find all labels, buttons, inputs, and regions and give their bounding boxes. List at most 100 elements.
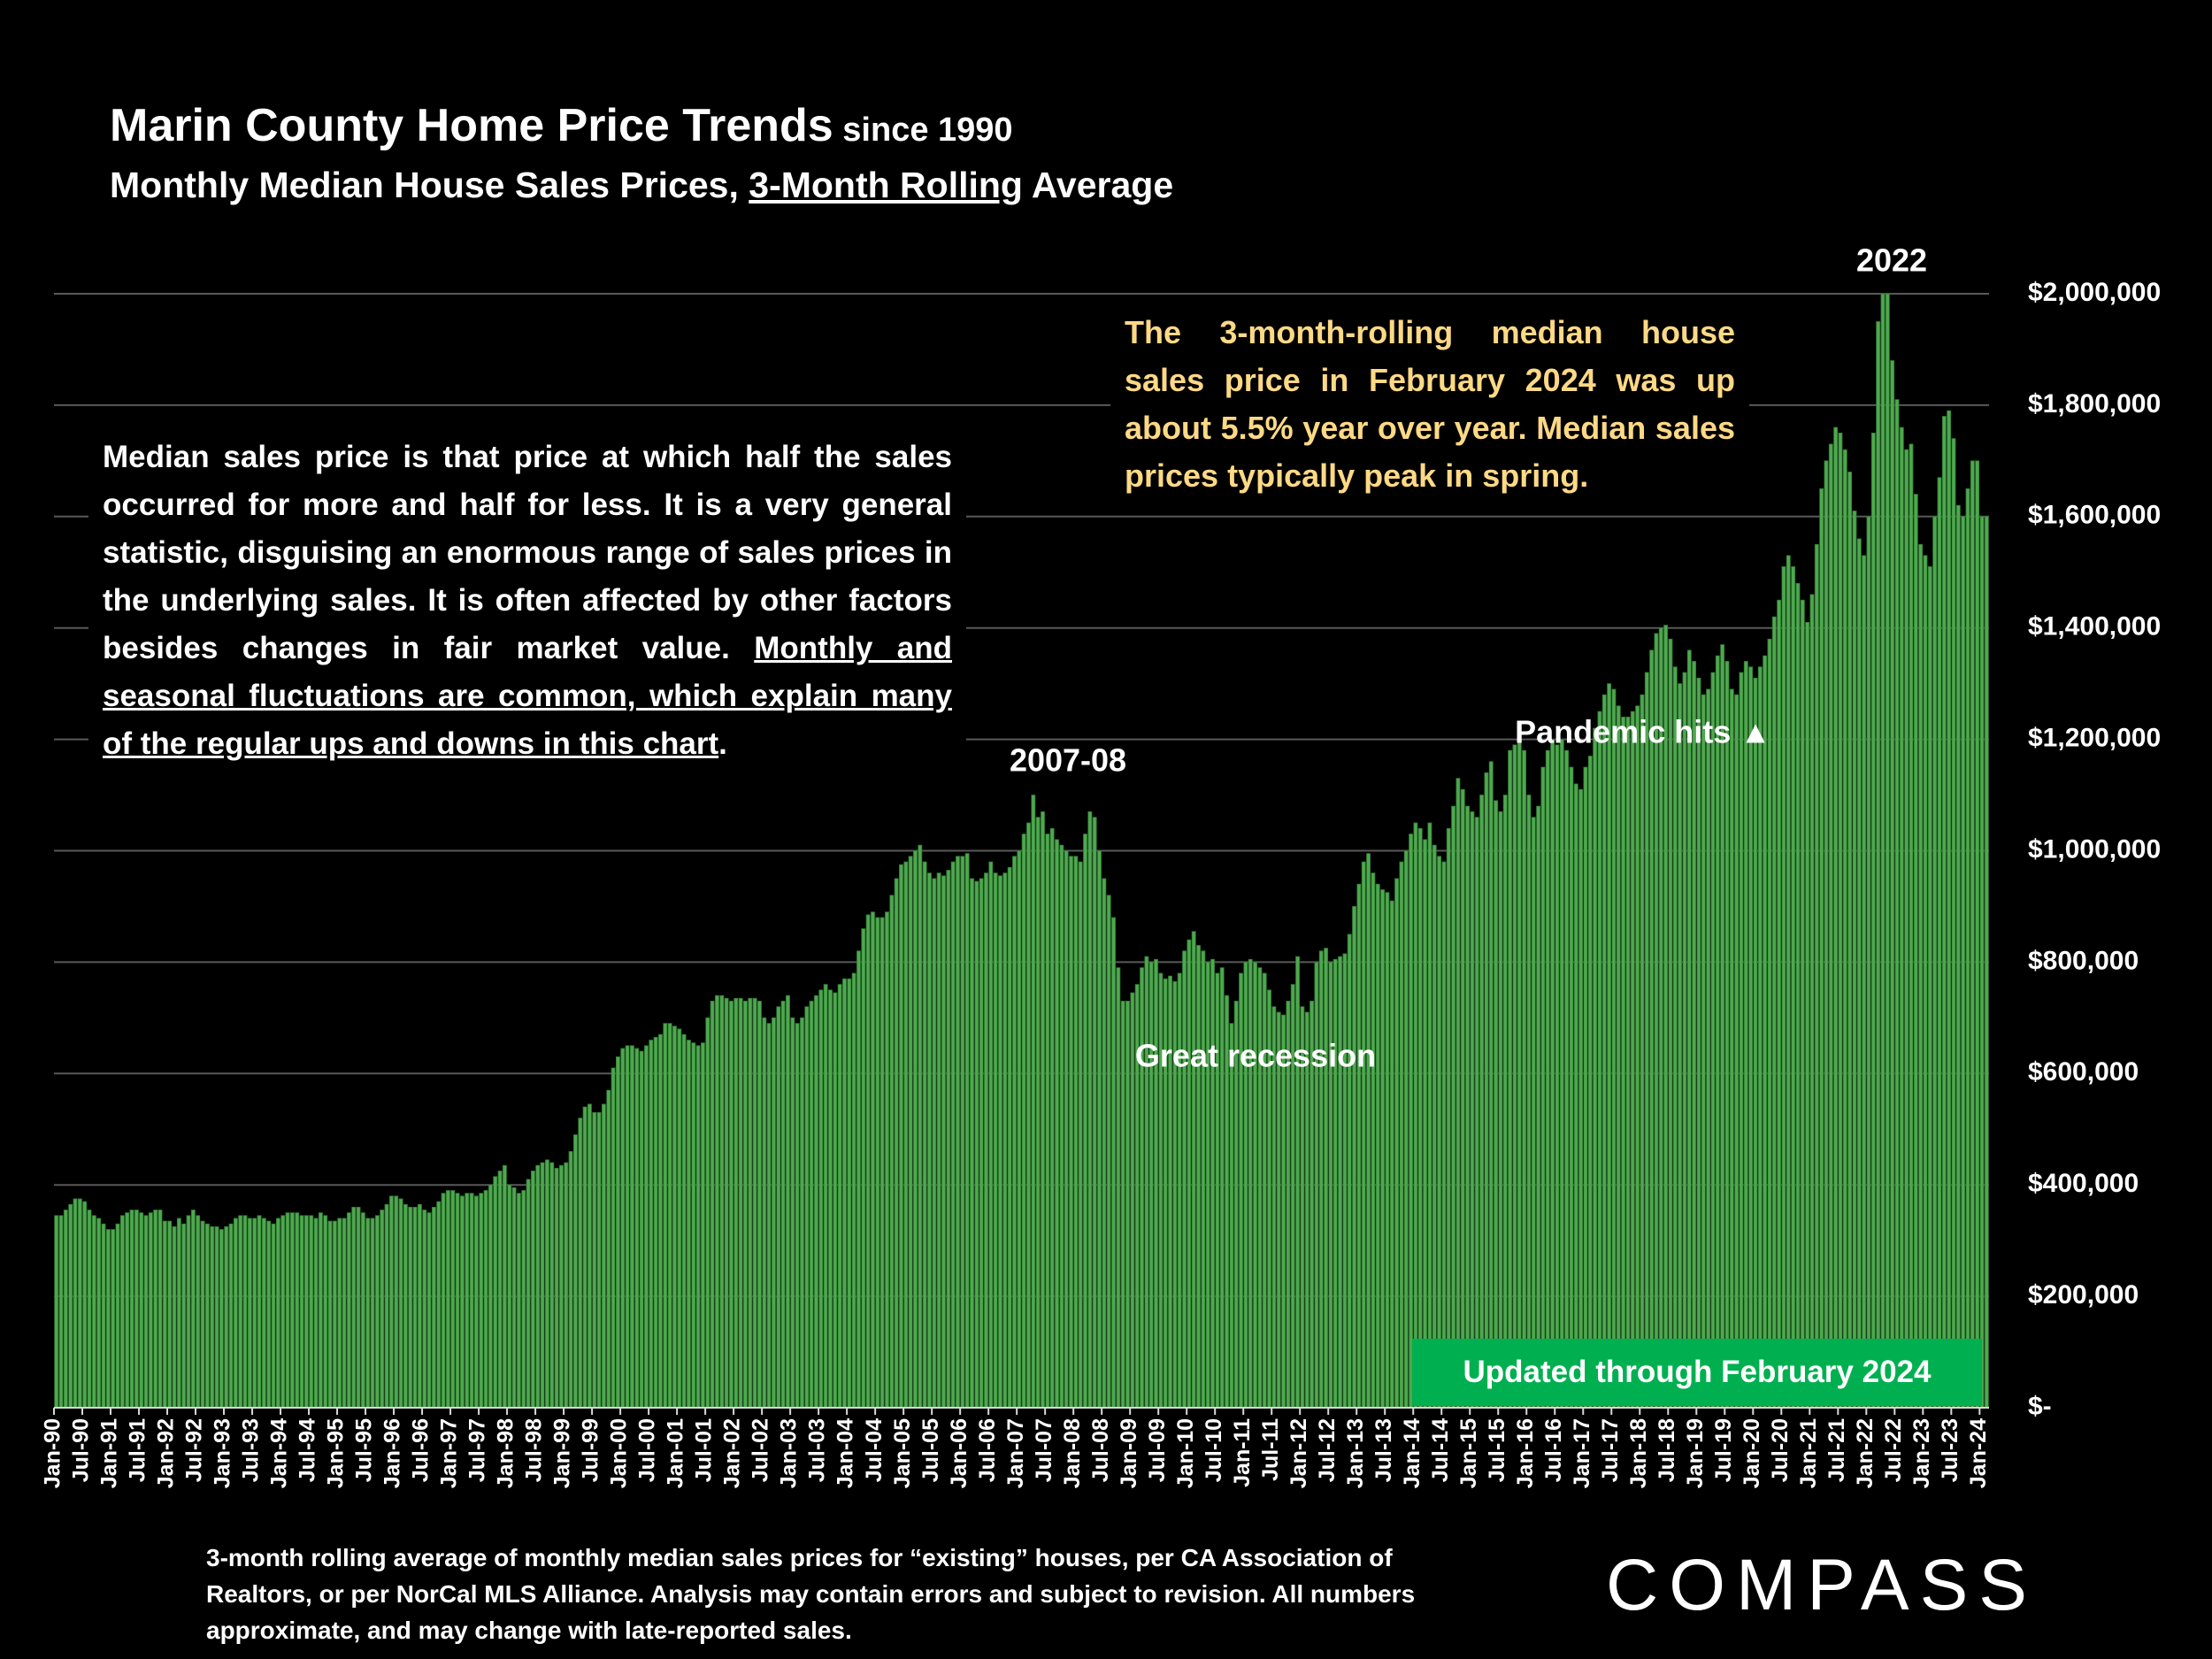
bar [398, 1198, 403, 1409]
x-tick-label: Jan-14 [1400, 1418, 1425, 1488]
bar [1248, 958, 1253, 1409]
bar [101, 1223, 106, 1409]
bar [1092, 817, 1097, 1409]
bar [1819, 488, 1824, 1409]
bar [426, 1212, 432, 1409]
x-tick-label: Jul-99 [579, 1418, 603, 1482]
x-tick-label: Jan-05 [890, 1418, 915, 1488]
bar [795, 1023, 800, 1409]
bar [196, 1215, 201, 1409]
x-tick-label: Jan-00 [607, 1418, 632, 1488]
x-tick-label: Jan-21 [1796, 1418, 1821, 1488]
bar [1394, 878, 1399, 1409]
bar [1031, 795, 1036, 1409]
bar [295, 1212, 300, 1409]
x-tick-label: Jan-03 [777, 1418, 802, 1488]
bar [701, 1042, 705, 1409]
x-tick-label: Jul-14 [1428, 1418, 1453, 1482]
x-tick-label: Jul-16 [1541, 1418, 1566, 1482]
x-tick-label: Jan-19 [1683, 1418, 1708, 1488]
bar [1555, 744, 1560, 1409]
bar [412, 1206, 418, 1409]
bar [687, 1040, 691, 1409]
bar [1205, 962, 1210, 1409]
bar [1219, 967, 1225, 1409]
bar [1828, 443, 1833, 1409]
bar [932, 878, 937, 1409]
bar [1455, 778, 1461, 1409]
bar [572, 1134, 578, 1409]
bar [1389, 900, 1394, 1409]
bar [998, 875, 1002, 1409]
brand-logo: COMPASS [1606, 1545, 2038, 1625]
bar [766, 1023, 772, 1409]
bar [224, 1226, 229, 1409]
bar [346, 1212, 351, 1409]
x-tick-label: Jul-96 [409, 1418, 434, 1482]
x-tick-label: Jan-08 [1060, 1418, 1085, 1488]
y-tick-label: $1,200,000 [2028, 724, 2161, 753]
bar [1947, 410, 1952, 1409]
bar [733, 997, 739, 1409]
bar [115, 1223, 120, 1409]
bar [568, 1151, 573, 1409]
bar [1229, 1023, 1234, 1409]
bar [228, 1223, 234, 1409]
bar [1140, 967, 1144, 1409]
bar [1045, 833, 1050, 1409]
bar [1824, 460, 1829, 1409]
bar [1686, 649, 1692, 1409]
note-text: Median sales price is that price at whic… [103, 440, 952, 665]
bar [479, 1193, 484, 1409]
bar [710, 1001, 715, 1409]
bar [370, 1217, 375, 1409]
bar [1531, 817, 1536, 1409]
bar [1333, 958, 1338, 1409]
bar [473, 1195, 479, 1409]
bar [111, 1229, 116, 1409]
x-tick-label: Jul-12 [1315, 1418, 1340, 1482]
annotation: 2007-08 [1010, 742, 1126, 779]
bar [1409, 833, 1413, 1409]
bar [502, 1164, 507, 1409]
bar [394, 1195, 399, 1409]
bar [1753, 677, 1758, 1409]
bar [936, 872, 941, 1409]
bar [1852, 511, 1857, 1409]
bar [1578, 788, 1584, 1409]
bar [1144, 956, 1149, 1409]
bar [54, 1215, 59, 1409]
x-tick-label: Jul-90 [69, 1418, 94, 1482]
bar [1083, 833, 1087, 1409]
bar [1399, 861, 1404, 1409]
bar [1890, 360, 1895, 1409]
bar [360, 1212, 365, 1409]
bar [554, 1167, 559, 1409]
bar [1191, 931, 1196, 1409]
bar [865, 914, 871, 1409]
bar [894, 878, 899, 1409]
bar [356, 1206, 361, 1409]
bar [1734, 694, 1740, 1409]
x-tick-label: Jul-09 [1145, 1418, 1170, 1482]
x-tick-label: Jan-92 [154, 1418, 179, 1488]
x-tick-label: Jul-20 [1768, 1418, 1793, 1482]
x-tick-label: Jul-91 [126, 1418, 150, 1482]
bar [667, 1023, 672, 1409]
bar [611, 1067, 616, 1409]
bar [238, 1215, 243, 1409]
bar [1102, 878, 1107, 1409]
bar [1682, 672, 1687, 1409]
bar [922, 861, 927, 1409]
bar [68, 1203, 73, 1409]
bar [1720, 644, 1725, 1409]
bar [332, 1220, 337, 1409]
bar [719, 995, 725, 1409]
bar [1625, 717, 1631, 1409]
bar [309, 1215, 314, 1409]
bar [1739, 672, 1744, 1409]
bar [1413, 822, 1418, 1409]
bar [1243, 962, 1248, 1409]
bar [172, 1226, 177, 1409]
bar [289, 1212, 295, 1409]
